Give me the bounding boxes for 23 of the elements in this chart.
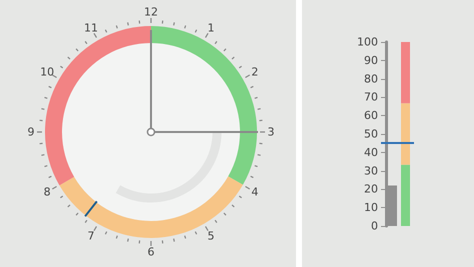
- text: 4: [251, 186, 258, 198]
- text: 9: [28, 126, 34, 138]
- y-tick-label: 70: [364, 90, 378, 104]
- text: 1: [208, 22, 214, 35]
- y-tick-label: 40: [364, 146, 378, 159]
- y-tick-label: 80: [364, 72, 378, 86]
- y-tick-label: 90: [364, 54, 378, 67]
- text: 8: [44, 186, 51, 198]
- text: 10: [40, 66, 54, 78]
- text: 7: [88, 229, 94, 242]
- y-tick-label: 10: [364, 201, 378, 214]
- y-tick-label: 0: [371, 220, 378, 232]
- text: 5: [208, 229, 214, 242]
- y-tick-label: 60: [364, 109, 378, 122]
- y-tick-label: 20: [364, 182, 378, 196]
- y-tick-label: 50: [364, 128, 378, 140]
- y-tick-label: 30: [364, 164, 378, 178]
- text: 11: [84, 22, 98, 35]
- text: 6: [148, 246, 154, 258]
- y-tick-label: 100: [357, 36, 378, 48]
- text: 12: [144, 6, 158, 18]
- text: 3: [268, 126, 274, 138]
- text: 2: [251, 66, 258, 78]
